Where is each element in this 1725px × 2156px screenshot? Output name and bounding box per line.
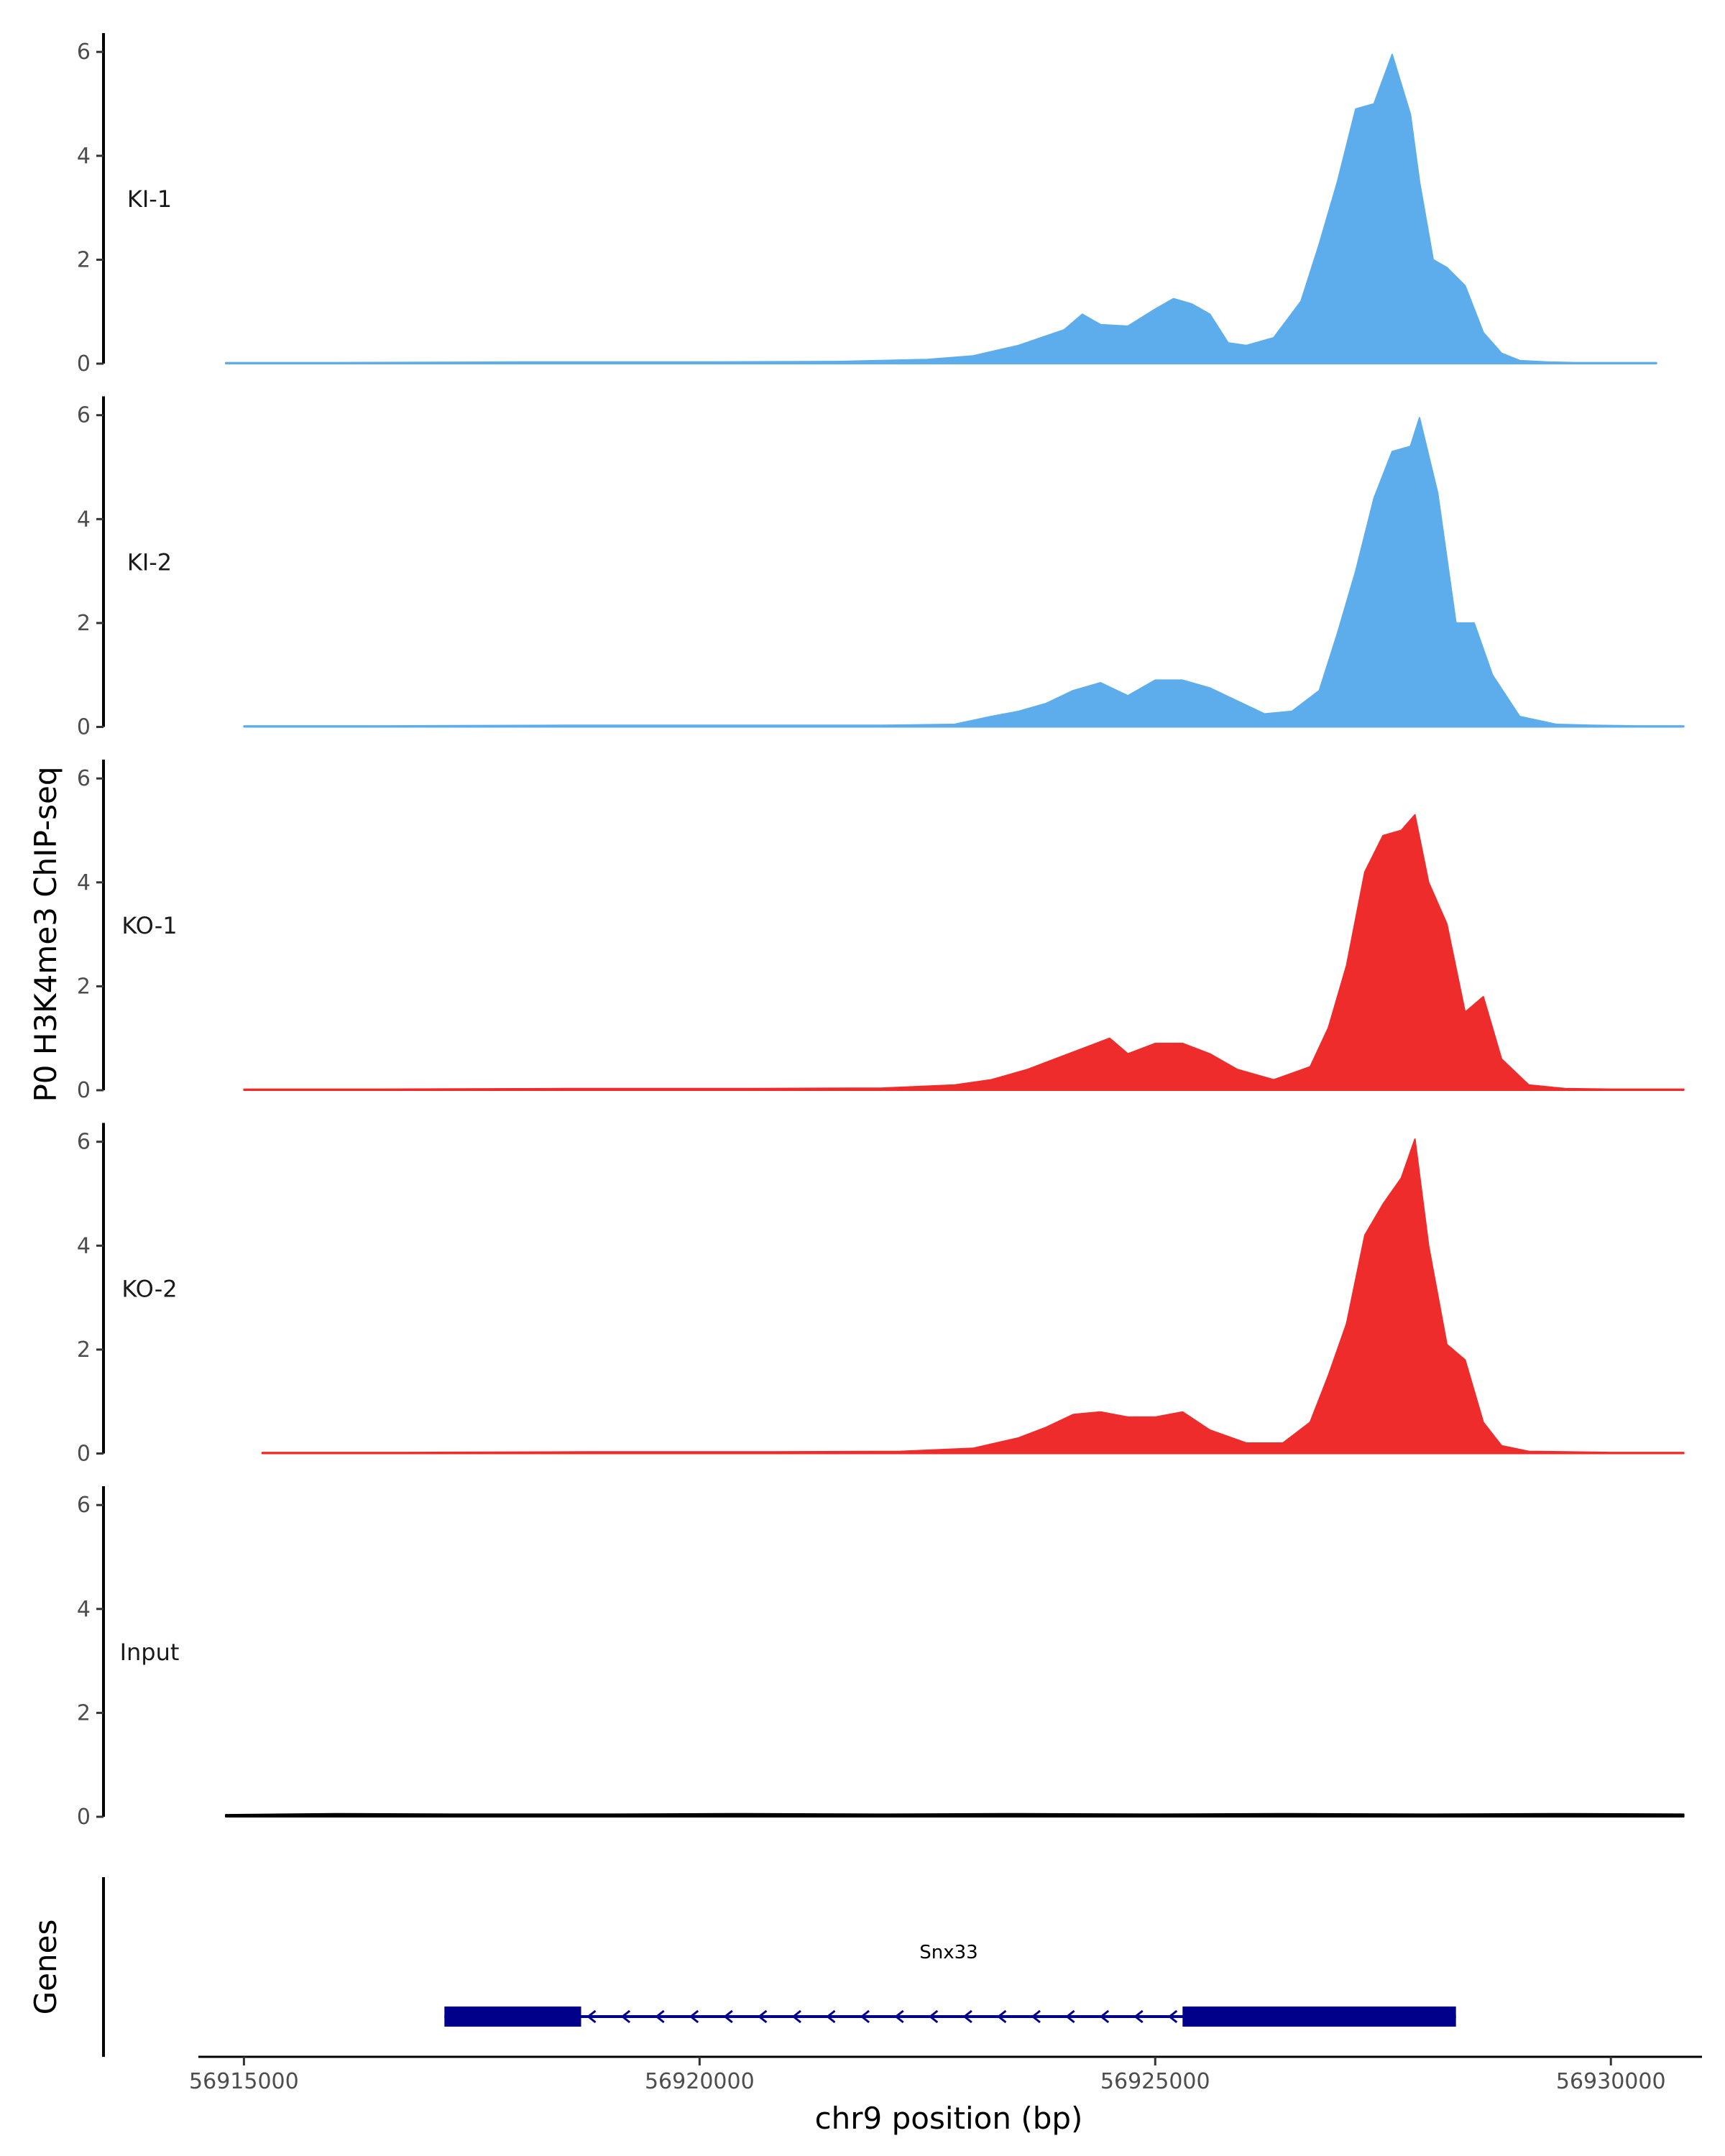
y-tick-label: 2 — [77, 247, 91, 272]
gene-name-label: Snx33 — [919, 1942, 978, 1963]
strand-arrow — [586, 2009, 597, 2024]
strand-arrow — [826, 2009, 836, 2024]
gene-exon — [1182, 2007, 1456, 2027]
y-tick-label: 4 — [77, 1597, 91, 1622]
y-tick-label: 4 — [77, 144, 91, 169]
y-tick-label: 0 — [77, 1442, 91, 1467]
strand-arrow — [962, 2009, 972, 2024]
y-tick-label: 6 — [77, 403, 91, 428]
y-tick-label: 4 — [77, 507, 91, 532]
y-tick-label: 0 — [77, 715, 91, 740]
strand-arrow — [757, 2009, 768, 2024]
track-input: 0 2 4 6 Input — [77, 1486, 1685, 1830]
track-name-label: KO-1 — [121, 912, 177, 939]
track-ki-2-signal-area — [243, 417, 1685, 728]
track-ki-2: 0 2 4 6 KI-2 — [77, 396, 1685, 740]
x-tick-label: 56920000 — [645, 2069, 755, 2094]
y-tick-label: 6 — [77, 766, 91, 791]
y-tick-label: 0 — [77, 351, 91, 377]
strand-arrow — [620, 2009, 631, 2024]
strand-arrow — [928, 2009, 939, 2024]
y-tick-label: 4 — [77, 1233, 91, 1258]
strand-arrow — [723, 2009, 733, 2024]
strand-arrow — [860, 2009, 870, 2024]
x-tick-label: 56930000 — [1556, 2069, 1666, 2094]
strand-arrow — [689, 2009, 699, 2024]
y-tick-label: 2 — [77, 1700, 91, 1726]
track-ki-1-signal-area — [225, 53, 1657, 364]
track-ko-1-signal-area — [243, 814, 1685, 1091]
x-tick-label: 56925000 — [1100, 2069, 1210, 2094]
strand-arrow — [1065, 2009, 1075, 2024]
x-axis: 56915000 56920000 56925000 56930000 chr9 po… — [189, 2055, 1702, 2136]
gene-exon — [444, 2007, 581, 2027]
gene-panel: Snx33 Genes — [28, 1877, 1456, 2057]
strand-arrow — [791, 2009, 801, 2024]
gene-model — [444, 2007, 1456, 2027]
strand-arrow — [655, 2009, 665, 2024]
strand-arrow — [1133, 2009, 1144, 2024]
y-tick-label: 2 — [77, 1337, 91, 1363]
strand-arrow — [1031, 2009, 1041, 2024]
y-tick-label: 6 — [77, 40, 91, 65]
y-tick-label: 0 — [77, 1805, 91, 1830]
track-ko-2-signal-area — [261, 1138, 1685, 1455]
track-name-label: KI-1 — [127, 185, 172, 213]
tracks-layer: 0 2 4 6 KI-1 0 2 4 6 KI-2 0 2 4 6 KO-1 0 2 4 6 KO-2 0 2 4 6 Inpu… — [77, 33, 1685, 1830]
strand-arrow — [1099, 2009, 1110, 2024]
track-name-label: Input — [120, 1639, 180, 1666]
genes-axis-title: Genes — [28, 1920, 63, 2015]
x-tick-label: 56915000 — [189, 2069, 299, 2094]
y-tick-label: 2 — [77, 611, 91, 636]
track-ko-1: 0 2 4 6 KO-1 — [77, 760, 1685, 1103]
strand-arrow — [996, 2009, 1007, 2024]
y-tick-label: 2 — [77, 974, 91, 999]
strand-arrow — [1167, 2009, 1178, 2024]
y-tick-label: 4 — [77, 870, 91, 895]
track-ko-2: 0 2 4 6 KO-2 — [77, 1123, 1685, 1467]
y-axis-title: P0 H3K4me3 ChIP-seq — [28, 766, 63, 1102]
x-ticks: 56915000 56920000 56925000 56930000 — [189, 2057, 1666, 2094]
x-axis-title: chr9 position (bp) — [815, 2101, 1083, 2136]
y-tick-label: 6 — [77, 1130, 91, 1155]
y-tick-label: 0 — [77, 1078, 91, 1103]
track-ki-1: 0 2 4 6 KI-1 — [77, 33, 1657, 377]
track-input-signal-area — [225, 1812, 1685, 1818]
strand-arrow — [894, 2009, 904, 2024]
y-tick-label: 6 — [77, 1493, 91, 1518]
track-name-label: KI-2 — [127, 549, 172, 576]
track-name-label: KO-2 — [121, 1276, 177, 1303]
